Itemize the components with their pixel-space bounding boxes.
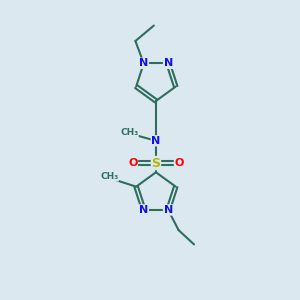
Text: CH₃: CH₃ [100,172,118,181]
Text: O: O [128,158,137,168]
Text: CH₃: CH₃ [120,128,138,137]
Text: N: N [151,136,160,146]
Text: N: N [164,205,173,215]
Text: N: N [164,58,173,68]
Text: N: N [139,58,148,68]
Text: N: N [139,205,148,215]
Text: S: S [152,157,160,169]
Text: O: O [174,158,184,168]
